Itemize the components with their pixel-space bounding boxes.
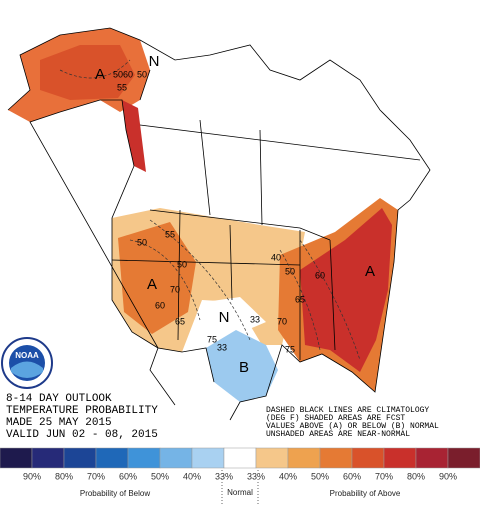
borders (111, 69, 421, 360)
legend-swatch (95, 447, 129, 469)
climatology-label: 60 (315, 270, 325, 280)
west-shade-inner (118, 222, 196, 334)
legend-label: 33% (247, 471, 265, 481)
climatology-label: 55 (165, 229, 175, 239)
legend-title: Probability of Above (330, 489, 401, 498)
legend-label: 50% (151, 471, 169, 481)
anomaly-label: A (147, 276, 157, 293)
logo-wave (11, 361, 43, 378)
climatology-label: 55 (117, 82, 127, 92)
legend-label: 60% (119, 471, 137, 481)
climatology-label: 70 (170, 284, 180, 294)
anomaly-label: B (239, 359, 249, 376)
legend-label: 60% (343, 471, 361, 481)
legend-title: Probability of Below (80, 489, 150, 498)
logo-text: NOAA (15, 351, 39, 360)
header-line: VALID JUN 02 - 08, 2015 (6, 429, 158, 441)
legend-label: 90% (439, 471, 457, 481)
anomaly-label: N (219, 309, 230, 326)
legend-swatch (255, 447, 289, 469)
climatology-label: 50 (137, 237, 147, 247)
climatology-label: 65 (295, 294, 305, 304)
climatology-label: 60 (123, 69, 133, 79)
climatology-label: 75 (207, 334, 217, 344)
map: A A A B N N 50 60 50 55 50 50 55 60 65 7… (7, 27, 431, 421)
coastline (7, 27, 431, 421)
header-line: MADE 25 MAY 2015 (6, 417, 112, 429)
climatology-label: 50 (285, 266, 295, 276)
climatology-lines (59, 59, 361, 361)
legend-label: 33% (215, 471, 233, 481)
legend-swatch (319, 447, 353, 469)
legend-label: 80% (55, 471, 73, 481)
normal-area (205, 297, 266, 342)
note-line: VALUES ABOVE (A) OR BELOW (B) NORMAL (266, 422, 439, 431)
legend-label: 40% (279, 471, 297, 481)
anomaly-label: N (149, 53, 160, 70)
note-line: (DEG F) SHADED AREAS ARE FCST (266, 414, 405, 423)
climatology-label: 50 (177, 259, 187, 269)
coast-shade (122, 100, 146, 172)
legend-label: 90% (23, 471, 41, 481)
climatology-label: 50 (137, 69, 147, 79)
legend-label: 50% (311, 471, 329, 481)
alaska-shade-inner (40, 45, 135, 100)
legend-label: 40% (183, 471, 201, 481)
climatology-label: 40 (271, 252, 281, 262)
east-shade-inner (300, 208, 392, 372)
note-line: DASHED BLACK LINES ARE CLIMATOLOGY (266, 406, 429, 415)
header-line: TEMPERATURE PROBABILITY (6, 405, 158, 417)
legend-swatch (0, 447, 33, 469)
legend-swatch (223, 447, 257, 469)
legend-label: 70% (87, 471, 105, 481)
climatology-label: 50 (113, 69, 123, 79)
legend-swatch (63, 447, 97, 469)
legend-swatch (127, 447, 161, 469)
legend-swatch (191, 447, 225, 469)
climatology-label: 70 (277, 316, 287, 326)
climatology-label: 33 (250, 314, 260, 324)
legend-title: Normal (227, 488, 253, 497)
note-line: UNSHADED AREAS ARE NEAR-NORMAL (266, 430, 410, 439)
legend-label: 70% (375, 471, 393, 481)
legend-swatch (31, 447, 65, 469)
climatology-label: 65 (175, 316, 185, 326)
legend-swatch (383, 447, 417, 469)
climatology-label: 60 (155, 300, 165, 310)
anomaly-label: A (365, 263, 375, 280)
climatology-label: 33 (217, 342, 227, 352)
below-shade (206, 330, 278, 402)
climatology-label: 75 (285, 344, 295, 354)
legend: 90% 80% 70% 60% 50% 40% 33% 33% 40% 50% 60% 70% 80% 9… (0, 447, 480, 481)
anomaly-label: A (95, 66, 105, 83)
legend-swatch (287, 447, 321, 469)
legend-swatch (447, 447, 480, 469)
header-line: 8-14 DAY OUTLOOK (6, 393, 112, 405)
legend-swatch (159, 447, 193, 469)
noaa-logo: NOAA (1, 337, 53, 389)
legend-swatch (351, 447, 385, 469)
legend-swatch (415, 447, 449, 469)
legend-label: 80% (407, 471, 425, 481)
